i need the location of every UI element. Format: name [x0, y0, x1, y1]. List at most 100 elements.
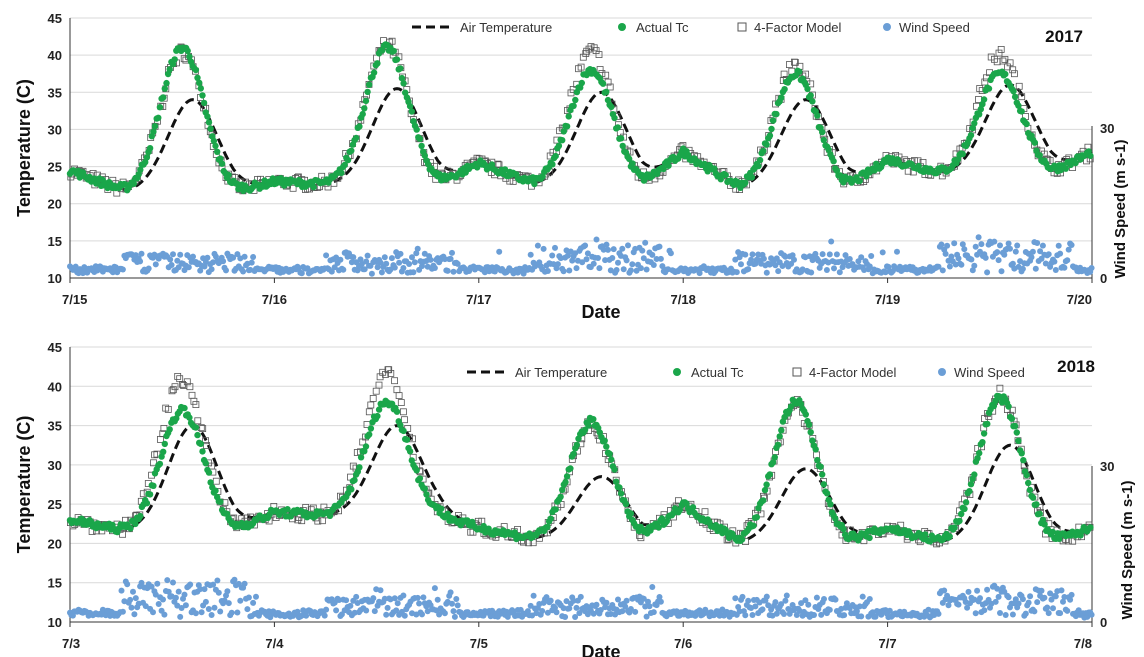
wind-speed-point [205, 606, 212, 612]
wind-speed-point [1057, 250, 1064, 257]
y-tick-label: 35 [48, 419, 62, 434]
actual-tc-point [689, 504, 697, 511]
wind-speed-point [938, 241, 945, 248]
actual-tc-point [344, 156, 352, 164]
wind-speed-point [215, 589, 222, 596]
x-tick-label: 7/6 [674, 636, 692, 651]
actual-tc-point [778, 427, 785, 434]
actual-tc-point [364, 88, 371, 96]
wind-speed-point [623, 257, 630, 264]
wind-speed-point [791, 256, 797, 263]
wind-speed-point [596, 265, 603, 272]
actual-tc-point [562, 478, 569, 486]
actual-tc-point [776, 433, 783, 440]
wind-speed-point [941, 587, 948, 594]
actual-tc-point [338, 169, 345, 176]
actual-tc-point [212, 142, 219, 150]
x-tick-label: 7/15 [62, 292, 87, 307]
wind-speed-point [142, 603, 149, 610]
wind-speed-point [649, 584, 656, 590]
wind-speed-point [802, 597, 809, 604]
wind-speed-point [1088, 265, 1095, 271]
model-point [156, 435, 164, 443]
wind-speed-point [401, 612, 408, 619]
actual-tc-point [827, 501, 834, 508]
legend: Air Temperature Actual Tc 4-Factor Model Wi… [412, 20, 970, 35]
wind-speed-point [640, 595, 647, 602]
wind-speed-point [170, 251, 176, 258]
x-tick-label: 7/20 [1067, 292, 1092, 307]
model-point [397, 399, 405, 407]
actual-tc-point [156, 460, 164, 468]
actual-tc-point [819, 128, 826, 136]
y-tick-label: 20 [48, 197, 62, 212]
wind-speed-point [1025, 599, 1032, 606]
wind-speed-point [832, 596, 839, 603]
actual-tc-point [421, 152, 428, 159]
actual-tc-point [742, 179, 749, 186]
wind-speed-point [1037, 248, 1044, 255]
y-tick-label: 35 [48, 85, 62, 100]
wind-speed-point [431, 585, 438, 592]
actual-tc-point [225, 171, 232, 179]
wind-speed-point [118, 587, 125, 594]
wind-speed-point [368, 270, 375, 277]
actual-tc-point [1087, 152, 1094, 159]
actual-tc-point [840, 525, 847, 533]
wind-speed-point [831, 265, 837, 272]
wind-speed-point [549, 252, 556, 259]
actual-tc-point [971, 471, 978, 478]
wind-speed-point [582, 242, 589, 249]
wind-speed-point [550, 261, 557, 268]
model-point [1069, 537, 1077, 545]
wind-speed-point [603, 241, 610, 248]
wind-speed-point [782, 253, 789, 260]
model-point [791, 59, 799, 66]
wind-speed-point [642, 603, 649, 610]
actual-tc-point [760, 147, 767, 155]
actual-tc-point [356, 123, 363, 130]
wind-speed-point [377, 259, 384, 266]
actual-tc-point [629, 160, 636, 167]
wind-speed-point [225, 600, 232, 607]
actual-tc-point [563, 473, 571, 480]
wind-speed-point [818, 611, 825, 618]
actual-tc-point [823, 490, 831, 497]
wind-speed-point [732, 595, 739, 602]
actual-tc-point [1011, 93, 1019, 101]
wind-speed-point [1088, 611, 1095, 618]
wind-speed-point [667, 250, 674, 257]
wind-speed-point [653, 256, 660, 262]
wind-speed-point [552, 244, 558, 251]
legend-swatch-wind-speed [938, 368, 946, 376]
wind-speed-point [298, 270, 305, 277]
actual-tc-point [214, 148, 221, 155]
model-point [192, 401, 200, 409]
wind-speed-point [868, 253, 875, 259]
actual-tc-point [951, 524, 958, 531]
actual-tc-point [1031, 139, 1039, 146]
model-point [186, 383, 194, 391]
wind-speed-point [944, 242, 951, 249]
wind-speed-point [760, 255, 767, 262]
wind-speed-point [974, 587, 981, 594]
actual-tc-point [192, 424, 200, 431]
wind-speed-point [566, 267, 573, 274]
wind-speed-point [1052, 267, 1059, 273]
wind-speed-point [138, 579, 145, 586]
wind-speed-point [208, 612, 215, 618]
wind-speed-point [447, 255, 454, 262]
model-point [372, 387, 380, 395]
wind-speed-point [181, 591, 188, 598]
actual-tc-point [184, 47, 191, 55]
actual-tc-point [1026, 486, 1034, 494]
actual-tc-point [1010, 88, 1017, 95]
wind-speed-point [656, 594, 663, 600]
wind-speed-point [935, 610, 942, 617]
wind-speed-point [866, 596, 873, 602]
wind-speed-point [1012, 596, 1019, 603]
wind-speed-point [453, 596, 460, 602]
model-point [701, 508, 709, 516]
wind-speed-point [416, 600, 423, 607]
legend-label-model: 4-Factor Model [754, 20, 842, 35]
